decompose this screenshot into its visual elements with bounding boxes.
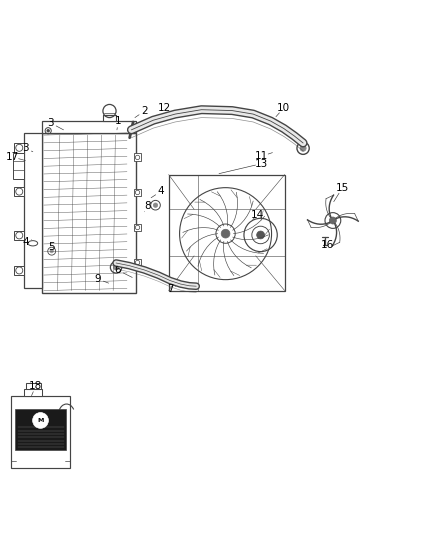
Text: 9: 9	[94, 274, 101, 284]
Ellipse shape	[28, 241, 38, 246]
Circle shape	[32, 413, 48, 429]
Bar	[13, 152, 24, 179]
Circle shape	[300, 145, 306, 151]
Circle shape	[50, 249, 53, 253]
Circle shape	[329, 217, 336, 224]
Bar	[134, 259, 141, 266]
Text: 18: 18	[29, 381, 42, 391]
Circle shape	[257, 231, 265, 239]
Text: 16: 16	[321, 240, 334, 251]
Text: 5: 5	[48, 242, 55, 252]
Bar	[14, 265, 24, 275]
Bar	[169, 174, 285, 290]
Bar	[24, 133, 42, 288]
Text: 10: 10	[277, 103, 290, 113]
Bar	[134, 154, 141, 161]
Bar	[42, 133, 136, 293]
Bar	[42, 120, 136, 133]
Bar	[11, 395, 70, 468]
Bar	[14, 143, 24, 152]
Text: 6: 6	[114, 265, 121, 275]
Text: 7: 7	[166, 284, 173, 294]
Text: M: M	[37, 418, 44, 423]
Circle shape	[113, 265, 119, 270]
Text: 4: 4	[158, 186, 165, 196]
Bar	[24, 389, 42, 395]
Bar	[134, 223, 141, 231]
Text: 2: 2	[141, 106, 148, 116]
Text: 4: 4	[22, 237, 29, 247]
Circle shape	[221, 229, 230, 238]
Bar	[15, 409, 66, 449]
Text: 8: 8	[145, 201, 152, 211]
Bar	[14, 231, 24, 240]
Bar	[103, 115, 116, 120]
Text: 3: 3	[22, 143, 29, 154]
Bar	[26, 383, 40, 389]
Text: 14: 14	[251, 210, 264, 220]
Text: 11: 11	[255, 151, 268, 161]
Text: 3: 3	[47, 118, 54, 128]
Circle shape	[47, 130, 49, 132]
Text: 13: 13	[255, 159, 268, 168]
Bar	[14, 187, 24, 197]
Bar	[134, 189, 141, 197]
Text: 17: 17	[6, 152, 19, 162]
Circle shape	[153, 203, 158, 207]
Text: 12: 12	[158, 103, 171, 113]
Text: 15: 15	[336, 183, 349, 192]
Text: 1: 1	[115, 116, 122, 126]
